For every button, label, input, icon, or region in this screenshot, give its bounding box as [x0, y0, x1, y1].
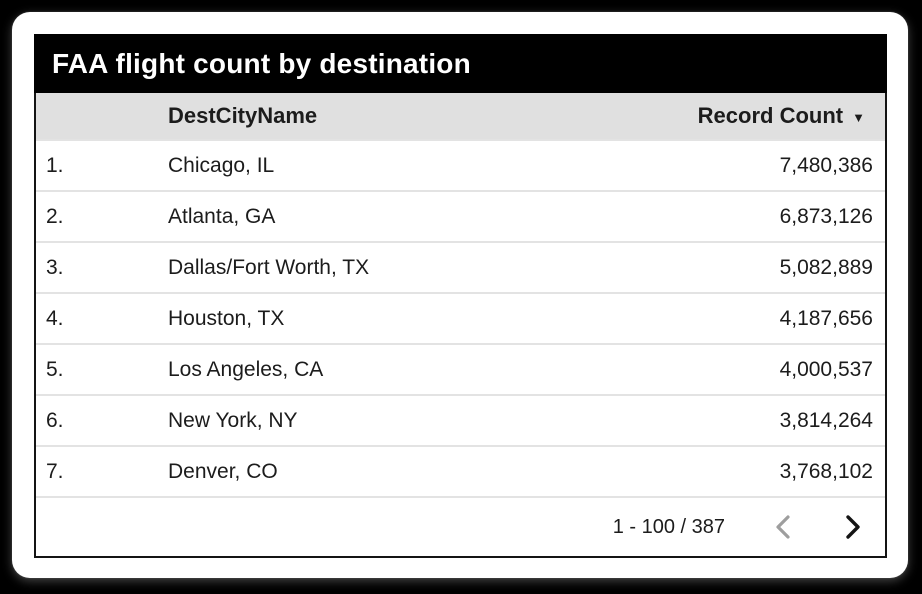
data-table: DestCityName Record Count ▼ 1. Chicago, …: [34, 93, 887, 558]
prev-page-button[interactable]: [771, 513, 795, 541]
row-index: 5.: [46, 357, 64, 381]
row-index: 4.: [46, 306, 64, 330]
table-row: 6. New York, NY 3,814,264: [36, 394, 885, 445]
dest-city-cell: Chicago, IL: [168, 153, 275, 177]
record-count-cell: 4,187,656: [779, 306, 873, 330]
dest-city-cell: Los Angeles, CA: [168, 357, 324, 381]
table-row: 4. Houston, TX 4,187,656: [36, 292, 885, 343]
table-row: 5. Los Angeles, CA 4,000,537: [36, 343, 885, 394]
row-index: 6.: [46, 408, 64, 432]
table-row: 3. Dallas/Fort Worth, TX 5,082,889: [36, 241, 885, 292]
dest-city-cell: Atlanta, GA: [168, 204, 276, 228]
record-count-cell: 5,082,889: [779, 255, 873, 279]
dest-city-cell: Houston, TX: [168, 306, 285, 330]
row-index: 1.: [46, 153, 64, 177]
record-count-cell: 3,768,102: [779, 459, 873, 483]
column-header-record-count[interactable]: Record Count ▼: [645, 103, 885, 129]
chart-title-bar: FAA flight count by destination: [34, 34, 887, 93]
chevron-right-icon: [846, 515, 860, 539]
record-count-cell: 6,873,126: [779, 204, 873, 228]
chart-title: FAA flight count by destination: [52, 47, 471, 79]
record-count-cell: 4,000,537: [779, 357, 873, 381]
column-header-destcityname[interactable]: DestCityName: [168, 103, 318, 128]
pagination-bar: 1 - 100 / 387: [36, 496, 885, 556]
table-row: 7. Denver, CO 3,768,102: [36, 445, 885, 496]
dest-city-cell: New York, NY: [168, 408, 298, 432]
table-row: 2. Atlanta, GA 6,873,126: [36, 190, 885, 241]
dest-city-cell: Denver, CO: [168, 459, 278, 483]
table-row: 1. Chicago, IL 7,480,386: [36, 139, 885, 190]
dest-city-cell: Dallas/Fort Worth, TX: [168, 255, 370, 279]
row-index: 2.: [46, 204, 64, 228]
column-header-record-count-label: Record Count: [697, 103, 844, 128]
row-index: 3.: [46, 255, 64, 279]
next-page-button[interactable]: [841, 513, 865, 541]
row-index: 7.: [46, 459, 64, 483]
pagination-range: 1 - 100 / 387: [612, 515, 725, 538]
table-header-row: DestCityName Record Count ▼: [36, 93, 885, 139]
record-count-cell: 3,814,264: [779, 408, 873, 432]
sort-desc-icon: ▼: [852, 109, 865, 125]
record-count-cell: 7,480,386: [779, 153, 873, 177]
chevron-left-icon: [776, 515, 790, 539]
table-chart-card: FAA flight count by destination DestCity…: [12, 12, 908, 578]
